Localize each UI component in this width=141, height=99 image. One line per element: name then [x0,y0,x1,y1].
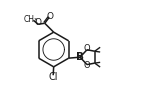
Text: CH₃: CH₃ [24,16,38,24]
Text: B: B [76,52,84,62]
Text: O: O [84,61,91,70]
Text: Cl: Cl [48,72,58,82]
Text: O: O [47,12,54,21]
Text: O: O [84,44,91,53]
Text: O: O [34,18,41,27]
